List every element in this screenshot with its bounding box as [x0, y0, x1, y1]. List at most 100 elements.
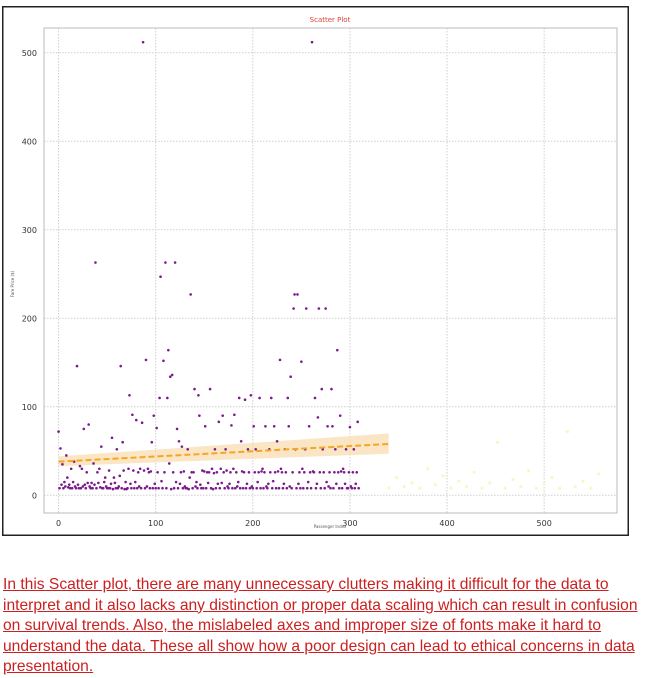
scatter-point	[202, 470, 206, 473]
scatter-point	[65, 454, 68, 457]
scatter-point	[252, 424, 256, 428]
scatter-point	[354, 482, 358, 486]
x-tick-label: 400	[439, 519, 454, 528]
scatter-point	[145, 485, 149, 488]
faint-point	[519, 484, 523, 489]
scatter-point	[150, 440, 154, 444]
x-tick-label: 300	[342, 519, 357, 528]
scatter-point	[152, 414, 156, 417]
faint-point	[511, 477, 515, 481]
scatter-point	[76, 483, 80, 486]
scatter-point	[171, 470, 175, 474]
scatter-point	[263, 470, 266, 474]
scatter-point	[215, 470, 219, 474]
scatter-point	[61, 463, 64, 466]
scatter-point	[197, 393, 200, 397]
scatter-point	[338, 414, 342, 417]
scatter-point	[301, 467, 304, 471]
scatter-point	[180, 445, 184, 448]
scatter-point	[191, 486, 194, 490]
scatter-point	[337, 486, 341, 490]
y-tick-label: 500	[22, 49, 37, 58]
scatter-point	[236, 480, 240, 484]
scatter-point	[58, 486, 61, 490]
scatter-point	[83, 483, 87, 486]
y-tick-label: 300	[22, 226, 37, 235]
scatter-point	[182, 470, 186, 473]
scatter-point	[77, 486, 81, 490]
scatter-point	[335, 482, 338, 486]
scatter-point	[131, 413, 134, 417]
scatter-point	[269, 396, 273, 400]
scatter-point	[151, 486, 155, 490]
scatter-point	[297, 482, 300, 486]
scatter-point	[262, 486, 265, 490]
scatter-point	[335, 348, 339, 352]
scatter-point	[357, 486, 360, 490]
scatter-point	[164, 261, 167, 264]
scatter-point	[293, 293, 296, 296]
scatter-point	[168, 375, 172, 379]
scatter-point	[143, 486, 147, 490]
scatter-point	[195, 480, 198, 484]
chart-title: Scatter Plot	[310, 16, 351, 24]
scatter-point	[84, 486, 88, 490]
scatter-point	[71, 480, 75, 484]
scatter-point	[207, 470, 211, 474]
scatter-point	[199, 483, 202, 486]
scatter-point	[60, 483, 63, 486]
scatter-point	[117, 485, 121, 488]
scatter-point	[91, 486, 94, 490]
scatter-point	[198, 414, 201, 417]
scatter-point	[185, 486, 189, 490]
scatter-point	[89, 486, 92, 490]
scatter-point	[302, 486, 305, 490]
scatter-point	[347, 470, 351, 474]
scatter-point	[312, 470, 316, 474]
scatter-point	[249, 393, 253, 397]
y-tick-label: 200	[22, 314, 37, 323]
scatter-point	[287, 424, 291, 428]
x-tick-label: 500	[537, 519, 552, 528]
scatter-point	[245, 482, 249, 486]
scatter-point	[122, 469, 125, 472]
scatter-point	[112, 476, 116, 479]
scatter-point	[119, 364, 123, 368]
scatter-point	[270, 486, 274, 490]
scatter-point	[306, 480, 310, 484]
x-axis-label: Passenger Index	[314, 524, 347, 529]
faint-point	[418, 486, 422, 490]
scatter-point	[160, 479, 163, 483]
y-tick-label: 0	[32, 491, 37, 500]
scatter-point	[292, 307, 295, 310]
scatter-point	[70, 486, 74, 490]
scatter-point	[107, 469, 111, 472]
faint-point	[581, 479, 585, 483]
scatter-point	[139, 486, 143, 490]
scatter-point	[251, 486, 255, 490]
scatter-point	[124, 480, 127, 484]
scatter-point	[103, 476, 107, 479]
scatter-point	[355, 470, 359, 474]
scatter-point	[221, 414, 224, 417]
scatter-point	[86, 481, 90, 485]
scatter-point	[135, 486, 139, 490]
scatter-point	[304, 307, 308, 310]
faint-point	[550, 475, 554, 480]
scatter-point	[290, 486, 293, 490]
scatter-point	[261, 467, 264, 471]
faint-point	[527, 468, 531, 473]
scatter-point	[149, 470, 153, 473]
scatter-point	[282, 482, 286, 486]
scatter-point	[333, 470, 336, 474]
scatter-point	[114, 486, 118, 490]
scatter-point	[332, 486, 335, 490]
scatter-point	[98, 467, 101, 471]
scatter-point	[227, 486, 230, 490]
faint-point	[573, 484, 577, 489]
faint-point	[589, 486, 593, 490]
scatter-point	[79, 486, 83, 490]
scatter-point	[59, 447, 62, 450]
faint-point	[410, 481, 414, 485]
faint-point	[441, 474, 445, 478]
